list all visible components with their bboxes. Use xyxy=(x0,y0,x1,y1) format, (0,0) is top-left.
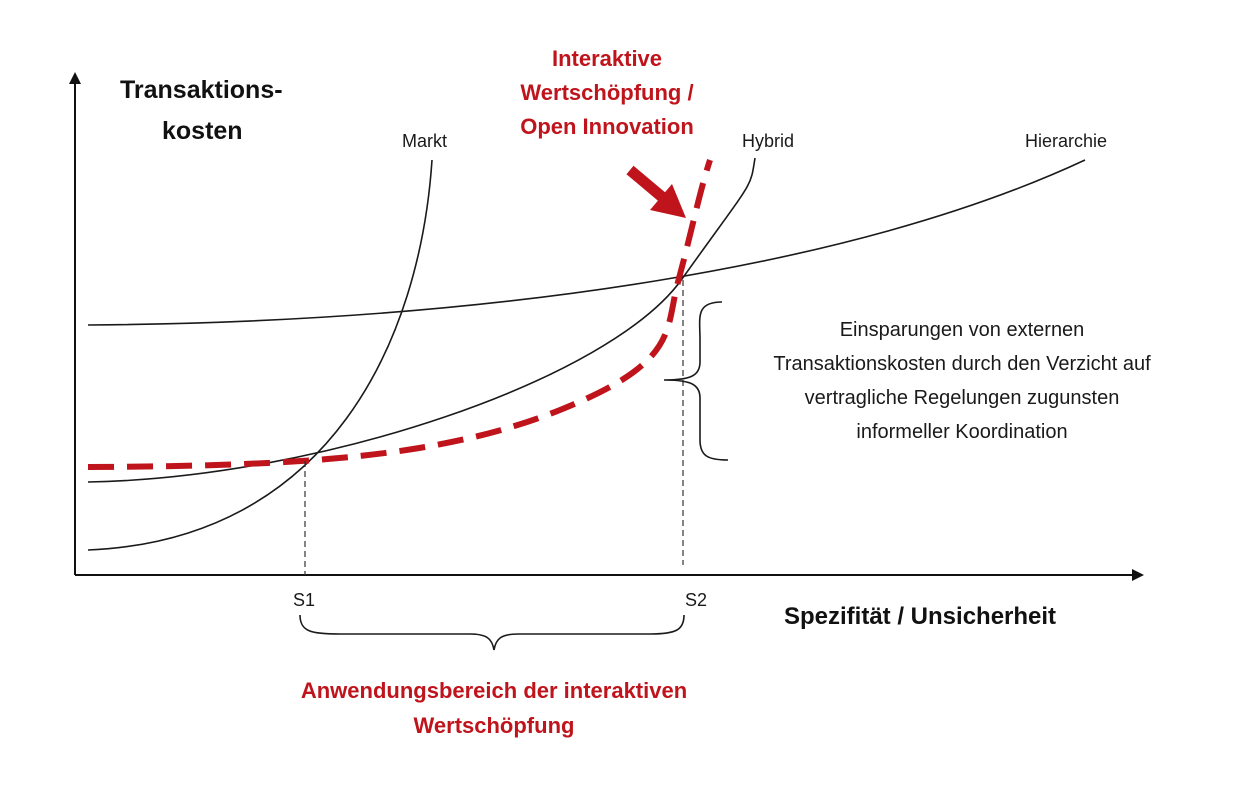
markt-label: Markt xyxy=(402,131,447,151)
s1-label: S1 xyxy=(293,590,315,610)
y-axis-title-line1: Transaktions- xyxy=(120,76,283,104)
hierarchie-label: Hierarchie xyxy=(1025,131,1107,151)
application-range-line2: Wertschöpfung xyxy=(414,713,575,738)
savings-note-line2: Transaktionskosten durch den Verzicht au… xyxy=(773,353,1151,375)
interactive-label-line3: Open Innovation xyxy=(520,114,694,139)
interactive-pointer-arrowhead xyxy=(650,184,686,218)
hybrid-label: Hybrid xyxy=(742,131,794,151)
application-range-line1: Anwendungsbereich der interaktiven xyxy=(301,678,687,703)
savings-brace xyxy=(663,301,729,461)
hierarchie-curve xyxy=(87,159,1086,326)
interactive-value-creation-curve xyxy=(87,159,713,470)
interactive-label-line1: Interaktive xyxy=(552,46,662,71)
y-axis-title-line2: kosten xyxy=(162,117,243,145)
s2-label: S2 xyxy=(685,590,707,610)
application-range-brace xyxy=(299,614,685,651)
markt-curve xyxy=(87,159,433,551)
savings-note-line4: informeller Koordination xyxy=(856,421,1067,443)
savings-note-line1: Einsparungen von externen xyxy=(840,319,1085,341)
x-axis-title: Spezifität / Unsicherheit xyxy=(784,603,1056,630)
interactive-label-line2: Wertschöpfung / xyxy=(520,80,693,105)
savings-note-line3: vertragliche Regelungen zugunsten xyxy=(805,387,1120,409)
